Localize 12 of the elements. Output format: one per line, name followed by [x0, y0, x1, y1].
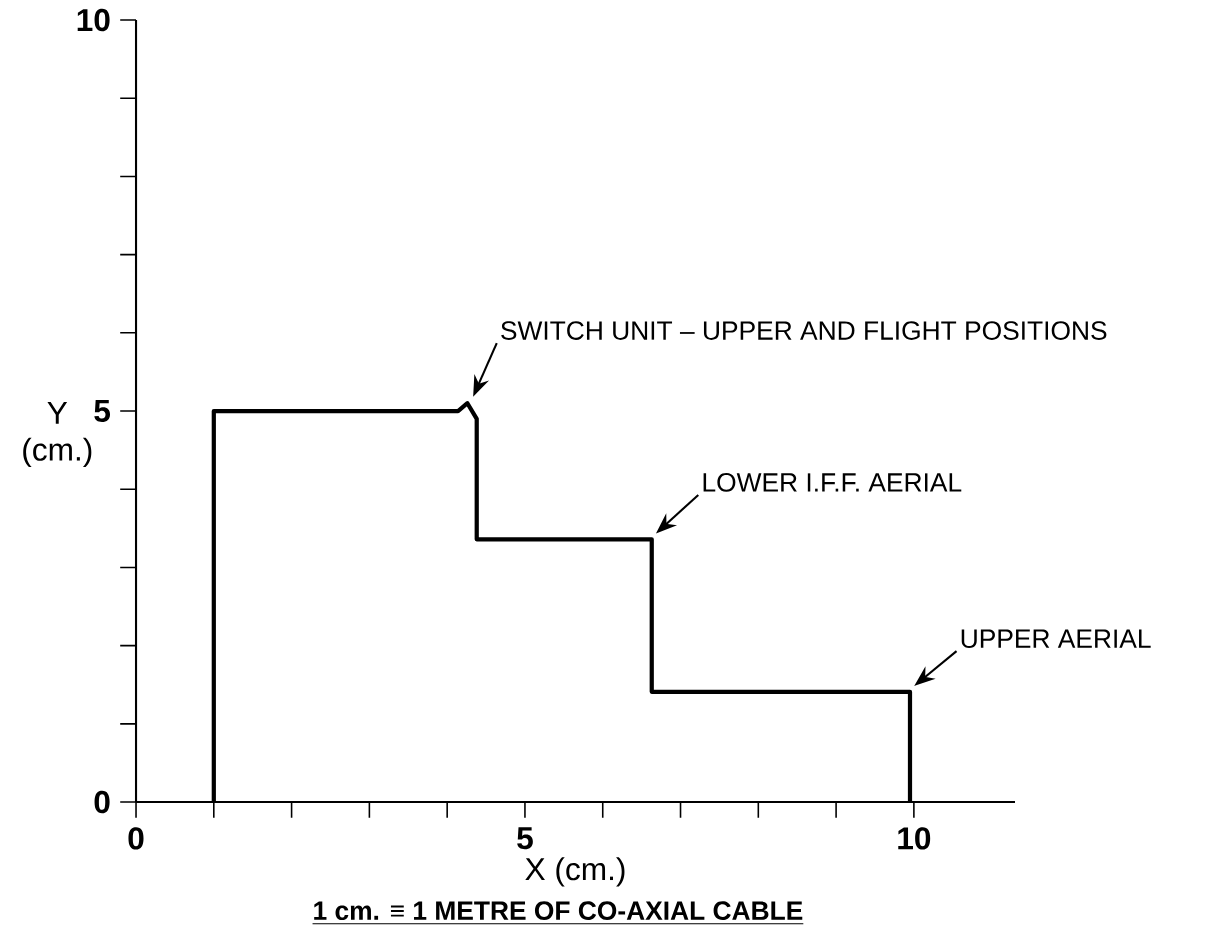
annotation: LOWER I.F.F. AERIAL	[703, 473, 962, 492]
x-tick-label: 0	[128, 827, 144, 850]
annotation: UPPER AERIAL	[961, 629, 1151, 648]
x-tick-label: 5	[517, 827, 533, 850]
y-axis-title: Y (cm.)	[23, 401, 92, 468]
x-tick-label: 10	[898, 827, 931, 850]
x-axis-title: X (cm.)	[525, 857, 625, 887]
text: 1 cm. ≡ 1 METRE OF CO-AXIAL CABLE	[314, 901, 803, 920]
annotation: SWITCH UNIT – UPPER AND FLIGHT POSITIONS	[501, 321, 1107, 340]
y-tick-label: 5	[94, 400, 111, 423]
y-tick-label: 0	[94, 790, 110, 814]
y-tick-label: 10	[77, 8, 110, 32]
